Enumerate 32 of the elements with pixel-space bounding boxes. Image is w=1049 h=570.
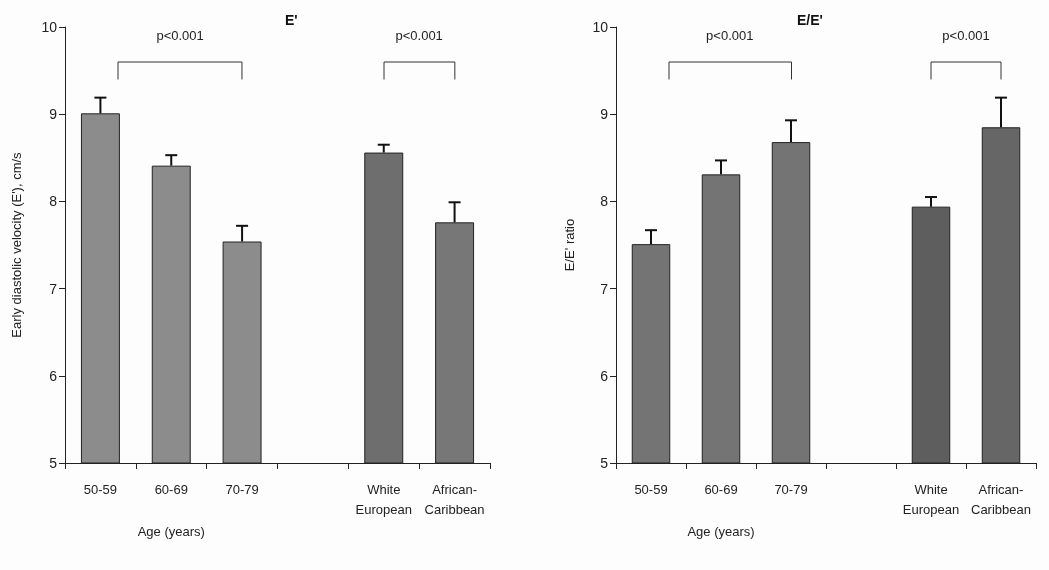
x-tick-label: 60-69 [704, 481, 738, 497]
x-tick-label: African- Caribbean [424, 481, 485, 517]
y-tick-label: 8 [49, 193, 58, 210]
y-axis-title: E/E' ratio [562, 218, 577, 272]
y-tick-label: 6 [49, 367, 58, 384]
y-tick-label: 7 [600, 280, 609, 297]
y-tick-label: 7 [49, 280, 58, 297]
y-axis-title: Early diastolic velocity (E'), cm/s [9, 151, 24, 338]
x-tick-label: 60-69 [154, 481, 188, 497]
annotation: p<0.001 [395, 28, 443, 44]
y-tick-label: 10 [592, 19, 609, 35]
x-axis-title: Age (years) [687, 524, 755, 539]
annotation: p<0.001 [942, 28, 990, 44]
x-tick-label: 50-59 [634, 481, 668, 497]
annotation: p<0.001 [706, 28, 754, 44]
x-tick-label: African- Caribbean [971, 481, 1031, 517]
y-tick-label: 10 [41, 19, 58, 35]
y-tick-label: 5 [49, 455, 58, 471]
x-tick-label: White European [355, 481, 412, 517]
chart-title: E' [285, 12, 298, 28]
y-tick-label: 9 [49, 106, 58, 123]
y-tick-label: 9 [600, 106, 609, 123]
x-tick-label: White European [902, 481, 960, 517]
x-tick-label: 70-79 [225, 481, 259, 497]
y-tick-label: 8 [600, 193, 609, 210]
x-tick-label: 70-79 [774, 481, 808, 497]
y-tick-label: 5 [600, 455, 609, 471]
annotation: p<0.001 [156, 28, 204, 44]
x-axis-title: Age (years) [137, 524, 205, 539]
x-tick-label: 50-59 [83, 481, 118, 497]
chart-title: E/E' [797, 12, 823, 28]
y-tick-label: 6 [600, 367, 609, 384]
